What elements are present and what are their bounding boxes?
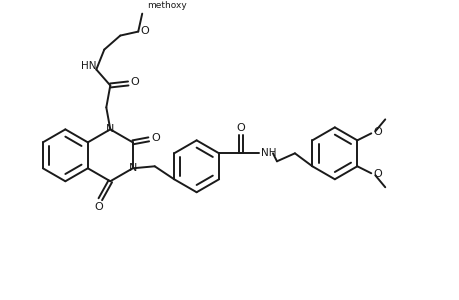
Text: O: O — [94, 202, 102, 212]
Text: N: N — [129, 163, 137, 173]
Text: HN: HN — [80, 61, 96, 70]
Text: O: O — [236, 123, 245, 134]
Text: O: O — [151, 134, 160, 143]
Text: O: O — [140, 26, 149, 36]
Text: N: N — [106, 124, 114, 134]
Text: methoxy: methoxy — [147, 1, 186, 10]
Text: O: O — [372, 169, 381, 179]
Text: O: O — [372, 128, 381, 137]
Text: O: O — [130, 77, 140, 88]
Text: NH: NH — [260, 148, 276, 158]
